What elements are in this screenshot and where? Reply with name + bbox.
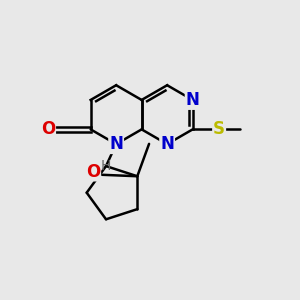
Text: O: O (86, 163, 100, 181)
Text: N: N (109, 135, 123, 153)
Text: N: N (186, 91, 200, 109)
Text: O: O (41, 120, 55, 138)
Text: H: H (100, 159, 111, 173)
Text: S: S (213, 120, 225, 138)
Text: N: N (160, 135, 174, 153)
